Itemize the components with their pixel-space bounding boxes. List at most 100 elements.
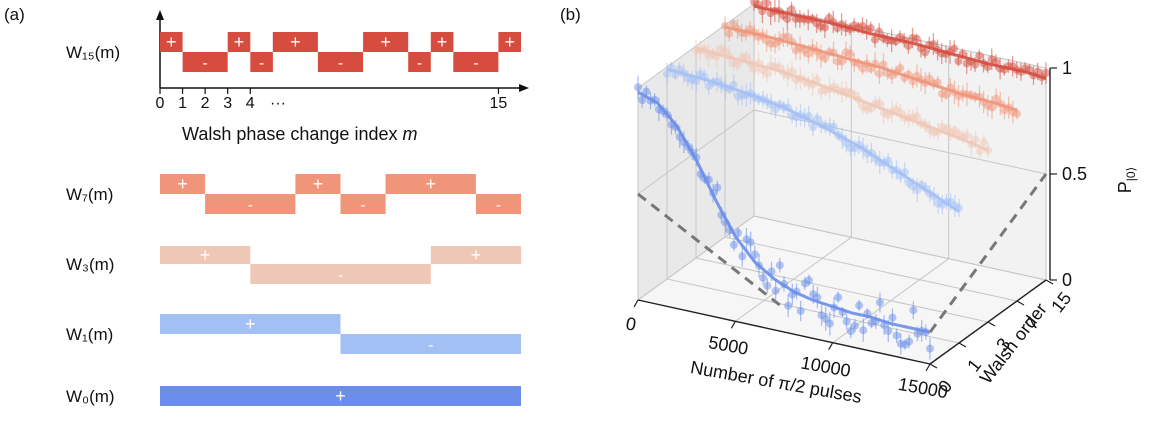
b-data-point: [813, 114, 822, 123]
a-walsh-rows: W₁₅(m)+-+-+-+-+-+W₇(m)+-+-+-W₃(m) +-+W₁(m…: [66, 32, 522, 406]
walsh-sign-label: -: [428, 337, 433, 354]
b-data-point: [954, 57, 963, 66]
walsh-segment: [498, 32, 521, 52]
walsh-sign-label: +: [177, 174, 188, 194]
walsh-sign-label: +: [166, 32, 177, 52]
b-reference-level: [637, 173, 1048, 334]
walsh-sign-label: +: [200, 245, 211, 265]
b-x-tick: [828, 342, 834, 350]
a-x-axis-label-text: Walsh phase change index: [182, 124, 402, 144]
b-grid-line: [695, 257, 989, 323]
b-series-7: [721, 16, 1021, 124]
b-data-point: [750, 250, 759, 259]
b-data-point: [837, 57, 846, 66]
b-z-tick-label: 1: [1062, 58, 1072, 78]
b-data-point: [804, 49, 813, 58]
b-data-point: [926, 344, 934, 353]
b-data-point: [663, 69, 671, 78]
walsh-segment: [160, 32, 183, 52]
b-series-3: [692, 39, 992, 158]
b-fit-line: [637, 90, 931, 334]
b-data-point: [796, 307, 805, 315]
b-data-point: [775, 261, 784, 270]
b-series-15: [750, 0, 1050, 86]
walsh-sign-label: +: [504, 32, 515, 52]
walsh-sign-label: +: [437, 32, 448, 52]
walsh-sign-label: +: [380, 32, 391, 52]
b-z-tick-label: 0: [1062, 270, 1072, 290]
b-data-point: [888, 313, 897, 322]
b-grid-line: [637, 215, 755, 301]
b-data-point: [979, 138, 988, 147]
b-data-point: [896, 64, 905, 73]
walsh-sign-label: +: [426, 174, 437, 194]
walsh-segment: [453, 52, 499, 72]
walsh-segment: [385, 174, 476, 194]
a-y-axis-arrow: [156, 10, 164, 20]
b-data: [634, 0, 1050, 360]
b-data-point: [875, 69, 884, 78]
walsh-sign-label: -: [360, 197, 365, 214]
b-data-point: [909, 306, 918, 315]
b-series-0: [634, 75, 934, 360]
b-z-axis-label: P|0⟩: [1115, 167, 1138, 194]
walsh-segment: [430, 246, 522, 264]
walsh-sign-label: -: [473, 55, 478, 72]
walsh-segment: [160, 174, 206, 194]
b-data-point: [846, 49, 855, 58]
b-grid-line: [724, 236, 1018, 302]
b-data-point: [963, 131, 972, 140]
b-data-point: [1033, 67, 1042, 76]
b-z-axis-label-sub: |0⟩: [1124, 167, 1138, 181]
b-x-tick: [633, 299, 639, 308]
b-data-point: [834, 293, 843, 302]
b-data-point: [734, 228, 743, 237]
b-data-point: [713, 183, 722, 192]
b-x-tick: [730, 321, 736, 329]
walsh-segment: [272, 32, 318, 52]
b-data-point: [875, 27, 884, 36]
b-data-point: [783, 15, 792, 24]
b-fit-line: [753, 4, 1047, 81]
b-ref-dash-left: [637, 192, 781, 307]
a-x-tick-label: 0: [156, 95, 165, 112]
b-data-point: [746, 238, 755, 247]
walsh-sign-label: +: [290, 32, 301, 52]
walsh-segment: [160, 246, 251, 264]
walsh-sign-label: -: [338, 55, 343, 72]
b-data-point: [634, 83, 642, 92]
b-y-tick: [1016, 300, 1025, 306]
walsh-segment: [295, 174, 341, 194]
a-x-axis-arrow: [519, 84, 529, 92]
b-y-tick: [987, 321, 996, 327]
walsh-row-label: W₃(m): [66, 255, 114, 274]
walsh-sign-label: +: [234, 32, 245, 52]
walsh-sign-label: -: [248, 197, 253, 214]
b-data-point: [942, 90, 951, 99]
b-data-point: [821, 54, 830, 63]
b-data-point: [642, 87, 651, 96]
walsh-sign-label: -: [338, 267, 343, 284]
b-data-point: [763, 281, 772, 290]
b-data-point: [787, 5, 796, 14]
b-data-point: [784, 301, 793, 310]
walsh-row-label: W₁₅(m): [66, 43, 120, 62]
b-data-point: [866, 24, 875, 33]
walsh-sign-label: -: [259, 55, 264, 72]
a-x-tick-label: 2: [201, 95, 210, 112]
b-data-point: [738, 252, 747, 261]
b-x-tick-label: 0: [624, 313, 637, 334]
walsh-segment: [227, 32, 251, 52]
b-data-point: [950, 44, 959, 53]
a-x-axis-label: Walsh phase change index m: [182, 124, 417, 144]
b-data-point: [921, 48, 929, 57]
b-data-point: [1013, 109, 1021, 118]
a-x-tick-label: 4: [246, 95, 255, 112]
a-x-tick-label: 15: [490, 95, 508, 112]
b-data-point: [733, 60, 742, 69]
walsh-row-label: W₁(m): [66, 325, 113, 344]
walsh-segment: [475, 194, 521, 214]
b-data-point: [875, 298, 884, 307]
b-data-point: [762, 0, 771, 7]
